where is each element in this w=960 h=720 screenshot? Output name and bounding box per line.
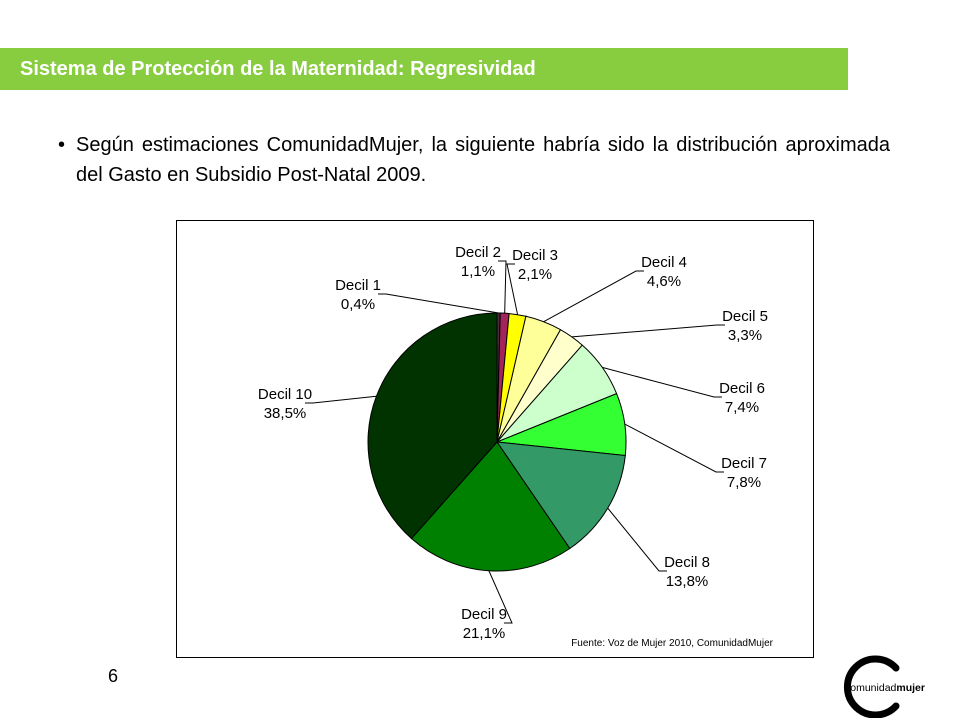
slice-category-label: Decil 4 [641,254,687,271]
slice-value-label: 21,1% [463,625,506,642]
slide-title: Sistema de Protección de la Maternidad: … [20,58,536,80]
slice-category-label: Decil 10 [258,386,312,403]
slice-value-label: 1,1% [461,263,495,280]
leader-line-2 [498,260,507,314]
slice-category-label: Decil 1 [335,277,381,294]
leader-line-5 [571,324,725,338]
slice-category-label: Decil 3 [512,247,558,264]
leader-line-9 [488,570,513,624]
bullet-icon: • [58,134,66,156]
comunidadmujer-logo: comunidadmujer [836,654,932,718]
leader-line-4 [543,270,644,323]
leader-line-8 [607,507,667,572]
slice-category-label: Decil 8 [664,554,710,571]
slice-value-label: 2,1% [518,266,552,283]
slice-value-label: 4,6% [647,273,681,290]
slice-value-label: 13,8% [666,573,709,590]
source-note: Fuente: Voz de Mujer 2010, ComunidadMuje… [571,638,773,649]
slice-category-label: Decil 5 [722,308,768,325]
pie-chart-frame: Decil 1 0,4% Decil 2 1,1% Decil 3 2,1% Decil 4… [176,220,814,658]
pie-chart: Decil 1 0,4% Decil 2 1,1% Decil 3 2,1% Decil 4… [258,244,768,642]
slice-category-label: Decil 7 [721,455,767,472]
slice-category-label: Decil 2 [455,244,501,261]
bullet-text: Según estimaciones ComunidadMujer, la si… [76,134,890,186]
leader-line-10 [305,395,377,404]
leader-line-6 [602,366,722,398]
title-bar: Sistema de Protección de la Maternidad: … [0,48,848,90]
leader-line-1 [378,293,499,314]
leader-line-3 [506,263,519,315]
bullet-point: • Según estimaciones ComunidadMujer, la … [58,130,890,190]
slice-value-label: 7,8% [727,474,761,491]
slice-category-label: Decil 9 [461,606,507,623]
leader-line-7 [624,423,724,473]
slice-category-label: Decil 6 [719,380,765,397]
page-number: 6 [108,666,119,686]
pie-slice-10 [367,312,498,540]
slice-value-label: 0,4% [341,296,375,313]
slice-value-label: 7,4% [725,399,759,416]
slice-value-label: 38,5% [264,405,307,422]
slice-value-label: 3,3% [728,327,762,344]
pie-slice-9 [410,441,571,572]
svg-text:comunidadmujer: comunidadmujer [845,682,925,694]
